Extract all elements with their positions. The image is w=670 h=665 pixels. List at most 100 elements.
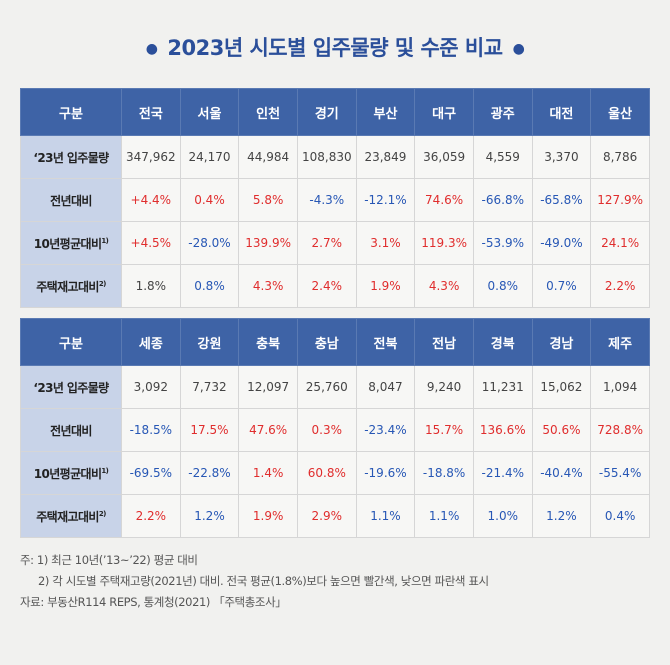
table-cell: -19.6% bbox=[355, 451, 416, 495]
table-cell: 36,059 bbox=[414, 135, 474, 179]
table-cell: -18.5% bbox=[121, 408, 181, 452]
column-header-region: 인천 bbox=[238, 88, 298, 136]
table-row: ‘23년 입주물량 3,092 7,732 12,097 25,760 8,047 9,24… bbox=[20, 365, 650, 409]
table-cell: 1.2% bbox=[179, 494, 240, 538]
table-cell: 3,092 bbox=[121, 365, 181, 409]
table-cell: -65.8% bbox=[531, 178, 592, 222]
table-cell: 0.4% bbox=[179, 178, 240, 222]
table-cell: 136.6% bbox=[472, 408, 533, 452]
table-cell: -12.1% bbox=[355, 178, 416, 222]
table-cell: 15,062 bbox=[531, 365, 592, 409]
table-cell: 60.8% bbox=[296, 451, 357, 495]
table-cell: 1.4% bbox=[238, 451, 298, 495]
row-header: 주택재고대비2) bbox=[20, 494, 122, 538]
table-cell: 1.1% bbox=[355, 494, 416, 538]
table-cell: 24,170 bbox=[179, 135, 240, 179]
table-cell: 127.9% bbox=[590, 178, 650, 222]
table-cell: 4.3% bbox=[414, 264, 474, 308]
source-note: 자료: 부동산R114 REPS, 통계청(2021) 「주택총조사」 bbox=[20, 595, 287, 609]
row-header-label: 전년대비 bbox=[50, 193, 92, 208]
table-cell: 0.8% bbox=[472, 264, 533, 308]
table-cell: 1,094 bbox=[590, 365, 650, 409]
region-table-top: 구분 전국 서울 인천 경기 부산 대구 광주 대전 울산 ‘23년 입주물량 347,962 24,1… bbox=[20, 88, 650, 308]
table-cell: 108,830 bbox=[296, 135, 357, 179]
column-header-region: 충북 bbox=[238, 318, 298, 366]
row-header-label: ‘23년 입주물량 bbox=[33, 380, 109, 395]
table-cell: +4.4% bbox=[121, 178, 181, 222]
column-header-region: 대전 bbox=[531, 88, 592, 136]
footnote-2: 2) 각 시도별 주택재고량(2021년) 대비. 전국 평균(1.8%)보다 … bbox=[38, 574, 489, 588]
row-header-label: 10년평균대비 bbox=[33, 466, 102, 481]
footnote-marker: 1) bbox=[101, 236, 109, 245]
row-header-label: 주택재고대비 bbox=[36, 509, 99, 524]
title-text: 2023년 시도별 입주물량 및 수준 비교 bbox=[167, 36, 503, 60]
bullet-dot-icon: ● bbox=[512, 41, 525, 57]
column-header-region: 부산 bbox=[355, 88, 416, 136]
table-cell: 2.9% bbox=[296, 494, 357, 538]
table-cell: 3.1% bbox=[355, 221, 416, 265]
table-row: 10년평균대비1) -69.5% -22.8% 1.4% 60.8% -19.6% -18.… bbox=[20, 451, 650, 495]
table-top-container: 구분 전국 서울 인천 경기 부산 대구 광주 대전 울산 ‘23년 입주물량 347,962 24,1… bbox=[20, 88, 650, 308]
table-cell: -69.5% bbox=[121, 451, 181, 495]
page-title: ● 2023년 시도별 입주물량 및 수준 비교 ● bbox=[0, 30, 670, 66]
row-header: ‘23년 입주물량 bbox=[20, 365, 122, 409]
table-row: 주택재고대비2) 1.8% 0.8% 4.3% 2.4% 1.9% 4.3% 0.8% 0.7%… bbox=[20, 264, 650, 308]
table-cell: 17.5% bbox=[179, 408, 240, 452]
table-cell: -21.4% bbox=[472, 451, 533, 495]
header-row: 구분 세종 강원 충북 충남 전북 전남 경북 경남 제주 bbox=[20, 318, 650, 366]
table-cell: 47.6% bbox=[238, 408, 298, 452]
column-header-region: 전북 bbox=[355, 318, 416, 366]
table-row: 전년대비 -18.5% 17.5% 47.6% 0.3% -23.4% 15.7% 136.6… bbox=[20, 408, 650, 452]
table-cell: 1.1% bbox=[414, 494, 474, 538]
table-cell: 2.2% bbox=[121, 494, 181, 538]
table-cell: 1.9% bbox=[355, 264, 416, 308]
table-cell: 15.7% bbox=[414, 408, 474, 452]
table-cell: 2.2% bbox=[590, 264, 650, 308]
column-header-region: 대구 bbox=[414, 88, 474, 136]
table-cell: 119.3% bbox=[414, 221, 474, 265]
row-header: ‘23년 입주물량 bbox=[20, 135, 122, 179]
table-cell: 2.7% bbox=[296, 221, 357, 265]
column-header-region: 울산 bbox=[590, 88, 650, 136]
table-bottom-container: 구분 세종 강원 충북 충남 전북 전남 경북 경남 제주 ‘23년 입주물량 3,092 7,732 1… bbox=[20, 318, 650, 538]
footnote-marker: 2) bbox=[98, 509, 106, 518]
table-row: 주택재고대비2) 2.2% 1.2% 1.9% 2.9% 1.1% 1.1% 1.0% 1.2%… bbox=[20, 494, 650, 538]
footnote-marker: 1) bbox=[101, 466, 109, 475]
row-header: 전년대비 bbox=[20, 408, 122, 452]
table-cell: 74.6% bbox=[414, 178, 474, 222]
table-cell: -18.8% bbox=[414, 451, 474, 495]
table-row: 10년평균대비1) +4.5% -28.0% 139.9% 2.7% 3.1% 119.3%… bbox=[20, 221, 650, 265]
table-cell: 3,370 bbox=[531, 135, 592, 179]
column-header-region: 서울 bbox=[179, 88, 240, 136]
table-row: ‘23년 입주물량 347,962 24,170 44,984 108,830 23,84… bbox=[20, 135, 650, 179]
table-cell: -53.9% bbox=[472, 221, 533, 265]
row-header: 전년대비 bbox=[20, 178, 122, 222]
column-header-region: 강원 bbox=[179, 318, 240, 366]
row-header-label: 주택재고대비 bbox=[36, 279, 99, 294]
table-cell: 25,760 bbox=[296, 365, 357, 409]
table-cell: 4.3% bbox=[238, 264, 298, 308]
table-cell: 728.8% bbox=[590, 408, 650, 452]
table-cell: -23.4% bbox=[355, 408, 416, 452]
table-cell: 23,849 bbox=[355, 135, 416, 179]
table-cell: 11,231 bbox=[472, 365, 533, 409]
table-cell: 5.8% bbox=[238, 178, 298, 222]
row-header-label: 전년대비 bbox=[50, 423, 92, 438]
column-header-region: 전남 bbox=[414, 318, 474, 366]
table-cell: 1.9% bbox=[238, 494, 298, 538]
table-cell: -66.8% bbox=[472, 178, 533, 222]
bullet-dot-icon: ● bbox=[145, 41, 158, 57]
table-cell: -49.0% bbox=[531, 221, 592, 265]
table-cell: 1.0% bbox=[472, 494, 533, 538]
table-cell: 1.8% bbox=[121, 264, 181, 308]
row-header: 10년평균대비1) bbox=[20, 451, 122, 495]
table-cell: 44,984 bbox=[238, 135, 298, 179]
table-cell: 9,240 bbox=[414, 365, 474, 409]
table-cell: 2.4% bbox=[296, 264, 357, 308]
column-header-region: 경북 bbox=[472, 318, 533, 366]
table-cell: +4.5% bbox=[121, 221, 181, 265]
row-header: 10년평균대비1) bbox=[20, 221, 122, 265]
table-cell: 0.8% bbox=[179, 264, 240, 308]
row-header-label: ‘23년 입주물량 bbox=[33, 150, 109, 165]
footnote-1: 주: 1) 최근 10년(’13~’22) 평균 대비 bbox=[20, 553, 198, 567]
